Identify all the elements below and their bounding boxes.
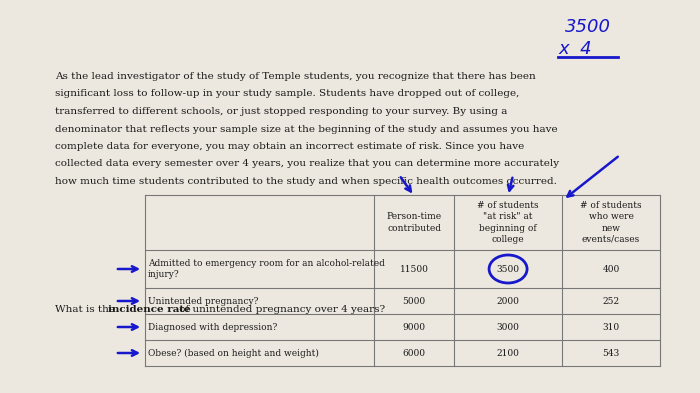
Text: Person-time
contributed: Person-time contributed [386, 213, 442, 233]
Text: significant loss to follow-up in your study sample. Students have dropped out of: significant loss to follow-up in your st… [55, 90, 519, 99]
Text: collected data every semester over 4 years, you realize that you can determine m: collected data every semester over 4 yea… [55, 160, 559, 169]
Text: of unintended pregnancy over 4 years?: of unintended pregnancy over 4 years? [176, 305, 385, 314]
Text: incidence rate: incidence rate [108, 305, 190, 314]
Text: transferred to different schools, or just stopped responding to your survey. By : transferred to different schools, or jus… [55, 107, 508, 116]
Text: denominator that reflects your sample size at the beginning of the study and ass: denominator that reflects your sample si… [55, 125, 558, 134]
Text: x  4: x 4 [558, 40, 591, 58]
Text: 5000: 5000 [402, 296, 426, 305]
Text: 252: 252 [603, 296, 620, 305]
Text: 6000: 6000 [402, 349, 426, 358]
Text: 543: 543 [603, 349, 620, 358]
Text: # of students
who were
new
events/cases: # of students who were new events/cases [580, 201, 642, 244]
Text: 3000: 3000 [496, 323, 519, 332]
Text: complete data for everyone, you may obtain an incorrect estimate of risk. Since : complete data for everyone, you may obta… [55, 142, 524, 151]
Text: 3500: 3500 [496, 264, 519, 274]
Text: 2000: 2000 [496, 296, 519, 305]
Text: # of students
"at risk" at
beginning of
college: # of students "at risk" at beginning of … [477, 201, 539, 244]
Text: how much time students contributed to the study and when specific health outcome: how much time students contributed to th… [55, 177, 557, 186]
Text: Admitted to emergency room for an alcohol-related
injury?: Admitted to emergency room for an alcoho… [148, 259, 385, 279]
Text: 9000: 9000 [402, 323, 426, 332]
Text: 2100: 2100 [496, 349, 519, 358]
Text: 310: 310 [603, 323, 620, 332]
Text: Diagnosed with depression?: Diagnosed with depression? [148, 323, 277, 332]
Text: 400: 400 [603, 264, 620, 274]
Text: Unintended pregnancy?: Unintended pregnancy? [148, 296, 258, 305]
Text: 11500: 11500 [400, 264, 428, 274]
Text: As the lead investigator of the study of Temple students, you recognize that the: As the lead investigator of the study of… [55, 72, 536, 81]
Text: What is the: What is the [55, 305, 118, 314]
Text: Obese? (based on height and weight): Obese? (based on height and weight) [148, 349, 319, 358]
Text: 3500: 3500 [565, 18, 611, 36]
